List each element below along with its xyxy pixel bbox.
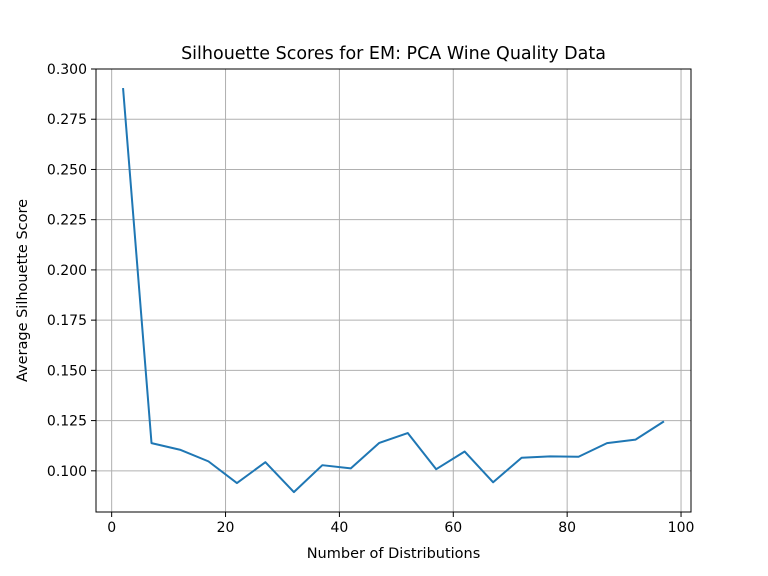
y-axis-ticks: 0.100 0.125 0.150 0.175 0.200 0.225 0.250 0.275… — [47, 62, 96, 480]
y-tick-label: 0.225 — [47, 213, 87, 229]
y-tick-label: 0.175 — [47, 313, 87, 329]
x-axis-label: Number of Distributions — [307, 546, 481, 562]
chart-title: Silhouette Scores for EM: PCA Wine Quali… — [181, 44, 606, 64]
x-tick-label: 80 — [558, 520, 576, 536]
plot-frame — [95, 68, 692, 513]
x-tick-label: 60 — [444, 520, 462, 536]
y-tick-label: 0.200 — [47, 263, 87, 279]
x-tick-label: 40 — [330, 520, 348, 536]
x-axis-ticks: 0 20 40 60 80 100 — [107, 512, 694, 536]
y-tick-label: 0.150 — [47, 363, 87, 379]
x-tick-label: 100 — [668, 520, 695, 536]
series-line — [122, 88, 665, 494]
y-tick-label: 0.250 — [47, 162, 87, 178]
x-tick-label: 0 — [107, 520, 116, 536]
y-axis-label: Average Silhouette Score — [15, 199, 31, 382]
y-tick-label: 0.300 — [47, 62, 87, 78]
y-tick-label: 0.125 — [47, 414, 87, 430]
y-tick-label: 0.100 — [47, 464, 87, 480]
data-series — [122, 88, 665, 494]
x-tick-label: 20 — [217, 520, 235, 536]
y-tick-label: 0.275 — [47, 112, 87, 128]
